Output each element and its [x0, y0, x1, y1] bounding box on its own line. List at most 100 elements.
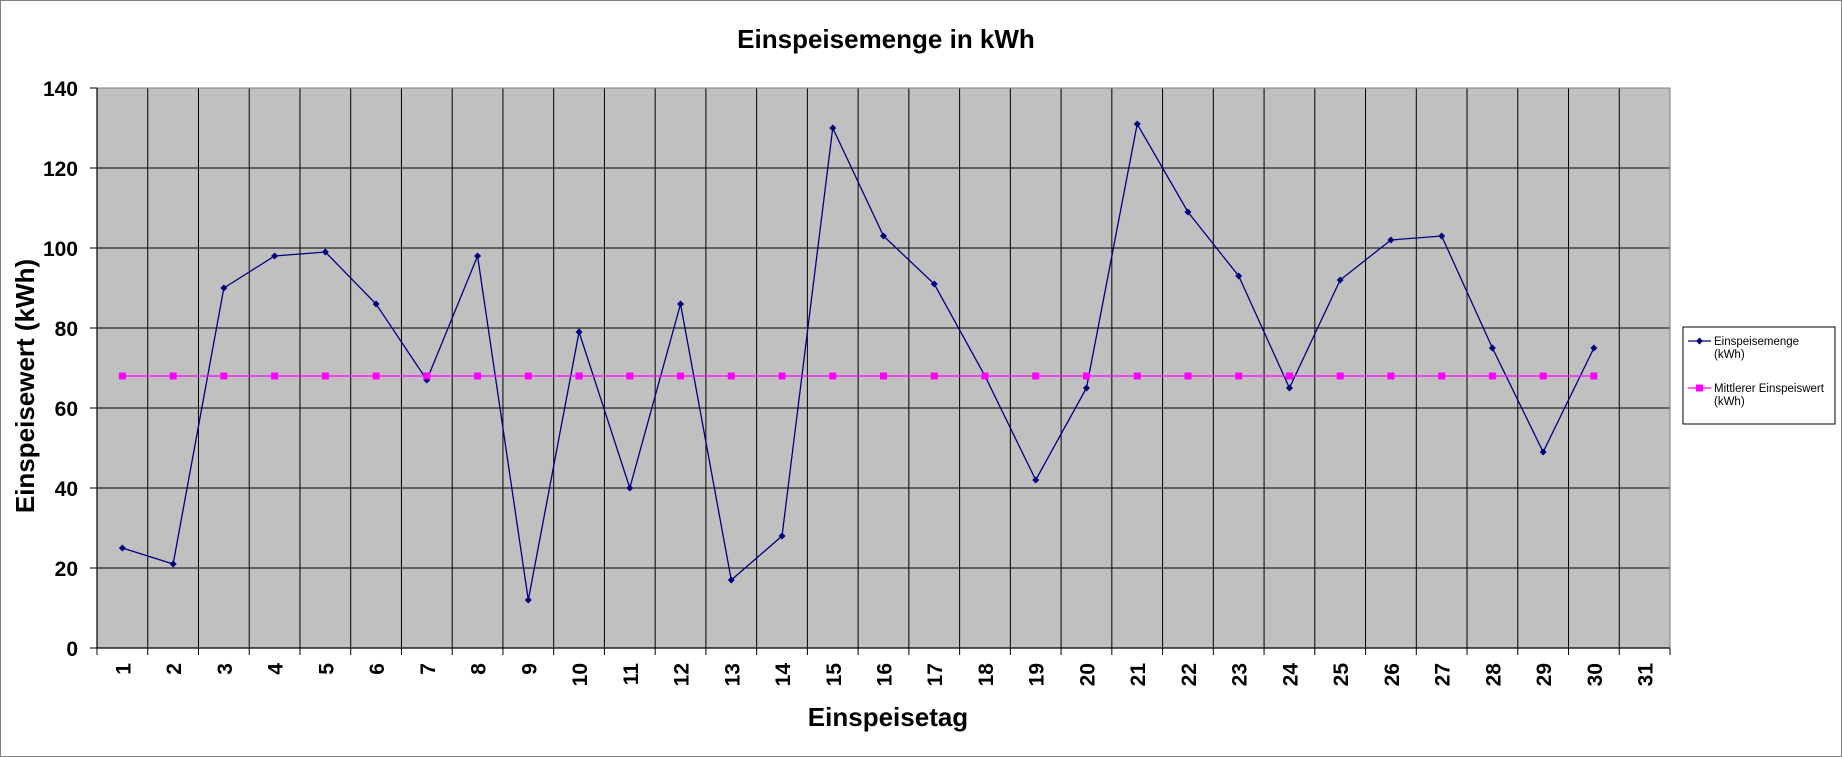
data-point: [474, 372, 482, 380]
x-tick-label: 8: [468, 663, 491, 675]
x-tick-label: 20: [1076, 663, 1099, 686]
data-point: [778, 532, 786, 540]
legend-label: Mittlerer Einspeiswert: [1714, 383, 1825, 395]
data-point: [930, 372, 938, 380]
data-point: [1285, 372, 1293, 380]
data-point: [271, 372, 279, 380]
x-tick-label: 25: [1330, 663, 1353, 687]
legend-label: (kWh): [1714, 349, 1745, 361]
data-point: [169, 372, 177, 380]
data-point: [1590, 344, 1598, 352]
data-point: [1438, 232, 1446, 240]
x-tick-label: 28: [1482, 663, 1505, 687]
x-tick-label: 11: [620, 663, 643, 686]
x-tick-label: 18: [975, 663, 998, 687]
plot-background: [97, 88, 1670, 648]
legend-label: (kWh): [1714, 396, 1745, 408]
data-point: [1488, 372, 1496, 380]
data-point: [118, 544, 126, 552]
data-point: [1133, 120, 1141, 128]
data-point: [271, 252, 279, 260]
series-line-1: [122, 122, 1595, 601]
data-point: [1184, 372, 1192, 380]
data-point: [1336, 372, 1344, 380]
data-point: [1488, 344, 1496, 352]
data-point: [372, 372, 380, 380]
x-tick-label: 24: [1279, 663, 1302, 687]
data-point: [1235, 372, 1243, 380]
data-point: [423, 372, 431, 380]
data-point: [626, 484, 634, 492]
x-tick-label: 23: [1229, 663, 1252, 686]
data-point: [981, 372, 989, 380]
data-point: [829, 372, 837, 380]
chart-title: Einspeisemenge in kWh: [737, 24, 1035, 54]
x-tick-label: 29: [1533, 663, 1556, 686]
x-tick-label: 10: [569, 663, 592, 686]
x-tick-label: 15: [823, 663, 846, 687]
data-point: [1539, 372, 1547, 380]
x-tick-label: 2: [163, 663, 186, 675]
x-tick-label: 13: [721, 663, 744, 686]
y-tick-label: 140: [43, 78, 78, 101]
data-point: [1285, 384, 1293, 392]
x-tick-label: 27: [1432, 663, 1455, 686]
data-point: [626, 372, 634, 380]
data-point: [1235, 272, 1243, 280]
x-tick-label: 17: [924, 663, 947, 686]
y-axis-title: Einspeisewert (kWh): [10, 259, 40, 513]
data-point: [1539, 448, 1547, 456]
x-tick-label: 3: [214, 663, 237, 675]
data-point: [880, 232, 887, 240]
data-point: [1336, 276, 1344, 284]
data-point: [1387, 236, 1395, 244]
x-tick-label: 22: [1178, 663, 1201, 686]
data-point: [930, 280, 938, 288]
x-tick-label: 12: [671, 663, 694, 686]
legend: Einspeisemenge(kWh)Mittlerer Einspeiswer…: [1682, 326, 1836, 425]
x-tick-label: 9: [518, 663, 541, 675]
data-point: [1590, 372, 1598, 380]
legend-marker: [1696, 337, 1703, 345]
legend-label: Einspeisemenge: [1714, 336, 1799, 348]
y-tick-label: 100: [43, 238, 78, 261]
data-point: [1387, 372, 1395, 380]
y-tick-label: 80: [55, 318, 78, 341]
x-axis-title: Einspeisetag: [808, 702, 968, 732]
x-tick-label: 26: [1381, 663, 1404, 686]
y-tick-label: 40: [55, 478, 78, 501]
data-point: [524, 372, 532, 380]
x-tick-label: 21: [1127, 663, 1150, 687]
x-tick-label: 4: [265, 663, 288, 675]
data-point: [372, 300, 380, 308]
data-point: [1184, 208, 1192, 216]
y-tick-label: 20: [55, 558, 78, 581]
x-tick-label: 14: [772, 663, 795, 687]
x-tick-label: 16: [874, 663, 897, 686]
x-tick-label: 30: [1584, 663, 1607, 686]
x-tick-label: 1: [112, 663, 135, 675]
data-point: [524, 596, 532, 604]
data-point: [474, 252, 482, 260]
data-point: [169, 560, 177, 568]
data-point: [321, 248, 329, 256]
data-point: [677, 300, 685, 308]
x-tick-label: 5: [315, 663, 338, 675]
data-point: [1133, 372, 1141, 380]
data-point: [321, 372, 329, 380]
x-tick-label: 31: [1635, 663, 1658, 687]
y-tick-label: 0: [66, 638, 78, 661]
data-point: [727, 576, 735, 584]
x-tick-label: 7: [417, 663, 440, 675]
data-point: [1032, 372, 1040, 380]
data-point: [1082, 372, 1090, 380]
y-tick-label: 60: [55, 398, 78, 421]
x-tick-label: 19: [1026, 663, 1049, 686]
data-point: [575, 328, 583, 336]
data-point: [880, 372, 887, 380]
data-point: [829, 124, 837, 132]
data-point: [118, 372, 126, 380]
x-tick-label: 6: [366, 663, 389, 675]
legend-marker: [1696, 384, 1703, 392]
